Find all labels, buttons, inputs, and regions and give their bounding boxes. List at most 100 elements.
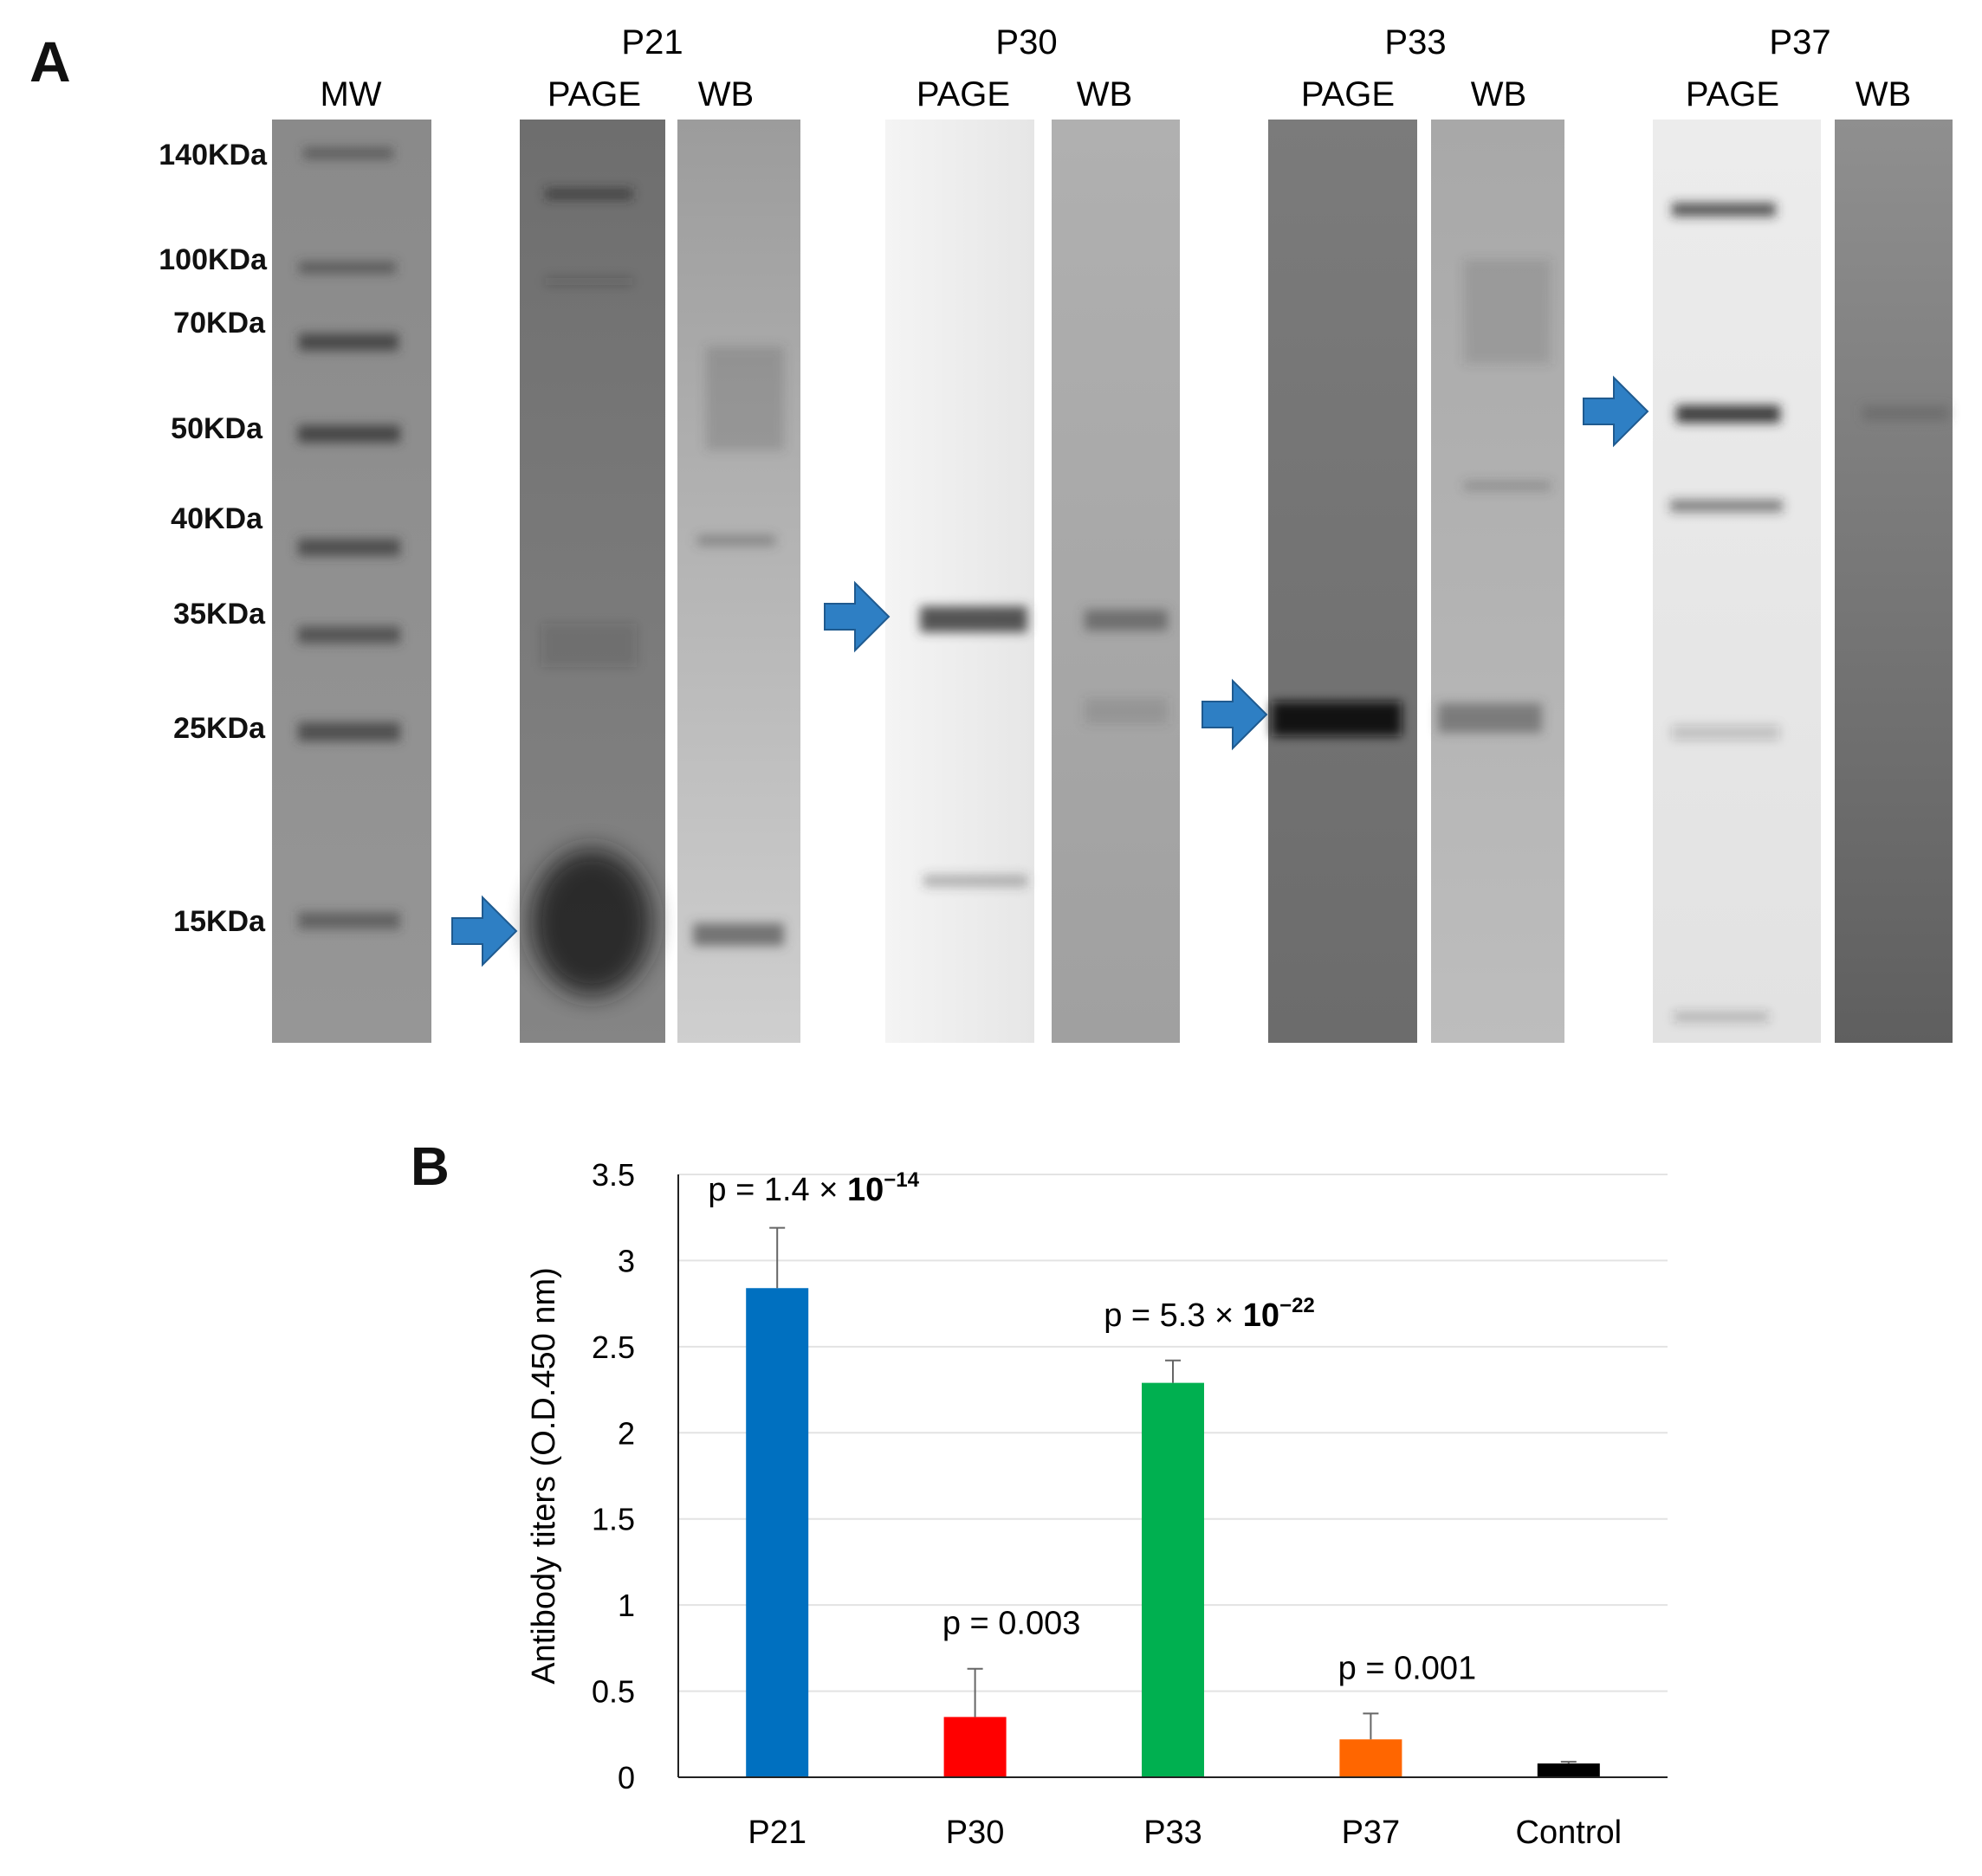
mw-band-70 [299, 333, 398, 351]
panel-b: B 0 0.5 1 1.5 2 2.5 3 3.5 p = 1.4 × 10−14 p = 0.… [411, 1137, 1668, 1851]
target-arrows [451, 375, 1649, 967]
y-axis-title: Antibody titers (O.D.450 nm) [526, 1267, 562, 1685]
p21-page-band-faint-1 [546, 277, 632, 286]
p21-page-band-faint-2 [541, 624, 637, 667]
lane-p30-wb [1052, 120, 1180, 1043]
y-tick-label: 2.5 [592, 1329, 635, 1365]
gel-strip-p33-page [1268, 120, 1417, 1043]
p37-page-target-band [1676, 405, 1780, 423]
p33-wb-band-smear [1464, 260, 1551, 364]
lane-mw [272, 120, 431, 1043]
x-tick-label-p21: P21 [748, 1815, 806, 1851]
p21-page-target-band [531, 849, 652, 996]
p-value-exponent: −22 [1279, 1294, 1315, 1317]
p37-page-band-25 [1672, 726, 1779, 740]
gel-strip-p21-wb [677, 120, 800, 1043]
lane-title-p33-wb: WB [1471, 75, 1526, 113]
gel-strip-p37-wb [1835, 120, 1953, 1043]
p33-page-target-band [1272, 702, 1402, 736]
mw-band-50 [298, 425, 400, 443]
lane-title-p30-page: PAGE [917, 75, 1010, 113]
p37-page-band-high [1672, 203, 1776, 217]
bar-p30 [943, 1717, 1007, 1777]
bar-chart: 0 0.5 1 1.5 2 2.5 3 3.5 p = 1.4 × 10−14 p = 0.00… [526, 1157, 1668, 1851]
bar-control [1537, 1763, 1600, 1777]
p-value-p37: p = 0.001 [1338, 1650, 1477, 1686]
mw-label-40: 40KDa [171, 502, 263, 535]
mw-label-50: 50KDa [171, 412, 263, 445]
bars [746, 1288, 1600, 1777]
p33-wb-target-band [1438, 703, 1542, 733]
p-value-prefix: p = 0.001 [1338, 1650, 1477, 1686]
panel-a: A P21 P30 P33 P37 MW PAGE WB PAGE WB PAG… [29, 23, 1953, 1043]
mw-label-140: 140KDa [159, 139, 268, 171]
p-value-exponent: −14 [884, 1168, 919, 1192]
lane-title-p37-page: PAGE [1686, 75, 1779, 113]
x-tick-label-p33: P33 [1143, 1815, 1202, 1851]
lane-p37-wb [1835, 120, 1953, 1043]
lane-p33-page [1268, 120, 1417, 1043]
mw-band-25 [298, 722, 400, 741]
y-tick-label: 2 [618, 1415, 635, 1451]
group-title-p37: P37 [1769, 23, 1830, 61]
lane-p37-page [1653, 120, 1821, 1043]
lane-title-mw: MW [320, 75, 381, 113]
lane-title-p37-wb: WB [1856, 75, 1911, 113]
x-tick-label-control: Control [1516, 1815, 1623, 1851]
p-value-prefix: p = 0.003 [942, 1606, 1081, 1642]
lane-title-p33-page: PAGE [1301, 75, 1395, 113]
lane-p21-wb [677, 120, 800, 1043]
y-tick-label: 3.5 [592, 1157, 635, 1193]
group-title-p33: P33 [1384, 23, 1446, 61]
gel-strip-p30-wb [1052, 120, 1180, 1043]
bar-p21 [746, 1288, 809, 1777]
p37-wb-target-band [1862, 405, 1949, 421]
y-tick-labels: 0 0.5 1 1.5 2 2.5 3 3.5 [592, 1157, 635, 1795]
p37-page-band-40 [1670, 500, 1783, 512]
y-tick-label: 1.5 [592, 1502, 635, 1537]
bar-p33 [1142, 1382, 1204, 1777]
p30-page-target-band [920, 606, 1027, 632]
mw-label-35: 35KDa [173, 598, 266, 631]
p-value-prefix: p = 5.3 × [1104, 1297, 1243, 1334]
p-value-base: 10 [847, 1172, 884, 1208]
arrow-p37-icon [1583, 375, 1649, 448]
group-title-p30: P30 [995, 23, 1057, 61]
error-bars [769, 1226, 1577, 1764]
x-tick-label-p30: P30 [946, 1815, 1005, 1851]
p37-page-band-low [1674, 1012, 1769, 1022]
p-value-p30: p = 0.003 [942, 1606, 1081, 1642]
y-tick-label: 0 [618, 1760, 635, 1795]
lane-title-p21-wb: WB [698, 75, 754, 113]
mw-band-15 [298, 912, 400, 929]
mw-band-140 [303, 147, 393, 159]
p21-wb-target-band [693, 923, 784, 946]
arrow-p33-icon [1202, 678, 1268, 751]
mw-marker-labels: 140KDa 100KDa 70KDa 50KDa 40KDa 35KDa 25… [159, 139, 268, 938]
y-tick-label: 1 [618, 1588, 635, 1623]
p21-wb-band-40 [697, 535, 775, 546]
lane-p30-page [885, 120, 1034, 1043]
y-tick-label: 0.5 [592, 1674, 635, 1710]
mw-band-35 [298, 626, 400, 644]
mw-label-25: 25KDa [173, 712, 266, 745]
p-value-prefix: p = 1.4 × [708, 1172, 847, 1208]
gel-strip-p37-page [1653, 120, 1821, 1043]
arrow-p30-icon [824, 580, 891, 653]
mw-band-100 [299, 262, 396, 274]
gel-strip-p33-wb [1431, 120, 1564, 1043]
gel-strip-mw [272, 120, 431, 1043]
panel-a-label: A [29, 29, 71, 94]
p30-page-band-low [923, 875, 1027, 887]
mw-label-100: 100KDa [159, 243, 268, 276]
lane-title-p21-page: PAGE [547, 75, 641, 113]
p30-wb-band-faint [1085, 698, 1168, 724]
lane-title-p30-wb: WB [1077, 75, 1132, 113]
y-tick-label: 3 [618, 1243, 635, 1278]
x-tick-labels: P21 P30 P33 P37 Control [748, 1815, 1622, 1851]
panel-b-label: B [411, 1137, 450, 1197]
group-title-p21: P21 [621, 23, 683, 61]
gel-strip-p30-page [885, 120, 1034, 1043]
mw-label-15: 15KDa [173, 905, 266, 938]
